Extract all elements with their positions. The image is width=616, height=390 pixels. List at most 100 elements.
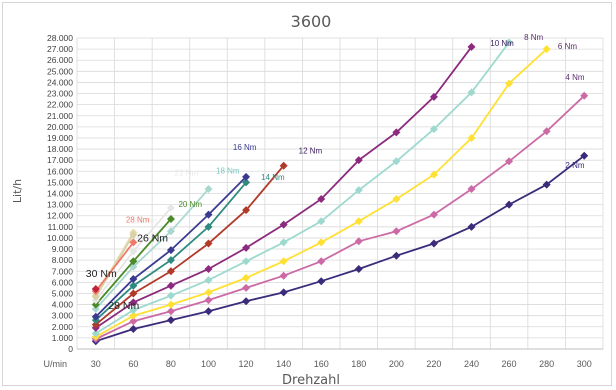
data-point xyxy=(317,195,326,204)
data-point xyxy=(467,42,476,51)
data-point xyxy=(166,246,175,255)
series-label: 28 Nm xyxy=(126,215,150,224)
data-point xyxy=(91,312,100,321)
series-12-nm xyxy=(91,161,288,329)
x-tick-label: 200 xyxy=(389,359,404,369)
x-axis-title: Drehzahl xyxy=(282,373,340,387)
y-tick-label: 7.000 xyxy=(52,266,74,276)
y-tick-label: 14.000 xyxy=(47,189,73,199)
data-point xyxy=(204,185,213,194)
series-8-nm xyxy=(91,38,514,338)
data-point xyxy=(279,220,288,229)
data-point xyxy=(166,281,175,290)
y-tick-label: 10.000 xyxy=(47,233,73,243)
y-tick-label: 19.000 xyxy=(47,133,73,143)
x-tick-label: 280 xyxy=(539,359,554,369)
series-label: 26 Nm xyxy=(137,232,168,244)
data-point xyxy=(429,210,438,219)
series-label: 24 Nm xyxy=(133,216,157,225)
series-label: 22 Nm xyxy=(175,169,199,178)
data-point xyxy=(505,157,514,166)
y-tick-label: 11.000 xyxy=(48,222,74,232)
x-tick-label: 100 xyxy=(201,359,216,369)
y-tick-label: 4.000 xyxy=(52,300,74,310)
x-tick-label: 260 xyxy=(502,359,517,369)
data-point xyxy=(91,305,100,314)
y-tick-label: 15.000 xyxy=(47,177,73,187)
data-point xyxy=(204,276,213,285)
y-tick-label: 6.000 xyxy=(52,277,74,287)
y-tick-label: 5.000 xyxy=(52,288,74,298)
data-point xyxy=(166,291,175,300)
data-point xyxy=(204,210,213,219)
x-tick-label: 30 xyxy=(91,359,101,369)
series-label: 10 Nm xyxy=(490,39,514,48)
y-tick-label: 27.000 xyxy=(47,44,73,54)
data-point xyxy=(242,178,251,187)
data-point xyxy=(279,238,288,247)
data-point xyxy=(204,239,213,248)
y-tick-label: 28.000 xyxy=(47,33,73,43)
data-point xyxy=(392,227,401,236)
series-line xyxy=(95,241,135,292)
data-point xyxy=(129,238,138,247)
y-tick-label: 0 xyxy=(68,344,73,354)
y-axis-title: Lit/h xyxy=(11,179,24,203)
series-label: 28 Nm xyxy=(108,300,139,312)
data-point xyxy=(317,257,326,266)
series-line xyxy=(95,95,585,340)
series-20-nm xyxy=(91,215,175,309)
y-tick-label: 16.000 xyxy=(47,166,73,176)
series-label: 20 Nm xyxy=(178,200,202,209)
data-point xyxy=(204,288,213,297)
data-point xyxy=(580,91,589,100)
data-point xyxy=(505,200,514,209)
data-point xyxy=(542,45,551,54)
data-point xyxy=(392,251,401,260)
data-point xyxy=(542,127,551,136)
data-point xyxy=(166,256,175,265)
y-tick-label: 12.000 xyxy=(47,211,73,221)
y-tick-label: 8.000 xyxy=(52,255,74,265)
data-point xyxy=(129,281,138,290)
data-point xyxy=(204,265,213,274)
data-point xyxy=(429,170,438,179)
series-22-nm xyxy=(91,203,175,305)
series-label: 6 Nm xyxy=(558,42,577,51)
data-point xyxy=(129,275,138,284)
data-point xyxy=(242,273,251,282)
data-point xyxy=(505,79,514,88)
series-16-nm xyxy=(91,172,251,321)
data-point xyxy=(91,292,100,301)
data-point xyxy=(354,186,363,195)
x-unit-label: U/min xyxy=(43,359,67,369)
x-tick-label: 220 xyxy=(426,359,441,369)
x-tick-label: 300 xyxy=(577,359,592,369)
data-point xyxy=(166,300,175,309)
chart-frame: 3600 Lit/h U/min Drehzahl 0 1.000 2.000 3.0… xyxy=(2,2,612,387)
data-point xyxy=(467,133,476,142)
data-point xyxy=(242,243,251,252)
data-point xyxy=(166,316,175,325)
data-point xyxy=(317,238,326,247)
data-point xyxy=(129,230,138,239)
y-tick-label: 23.000 xyxy=(47,89,73,99)
data-point xyxy=(129,311,138,320)
data-point xyxy=(91,300,100,309)
y-tick-label: 17.000 xyxy=(47,155,73,165)
y-tick-label: 1.000 xyxy=(52,333,74,343)
data-point xyxy=(242,283,251,292)
data-point xyxy=(467,222,476,231)
x-tick-label: 60 xyxy=(128,359,138,369)
y-tick-label: 13.000 xyxy=(47,200,73,210)
data-point xyxy=(354,237,363,246)
data-point xyxy=(129,289,138,298)
data-point xyxy=(392,195,401,204)
x-tick-label: 140 xyxy=(276,359,291,369)
data-point xyxy=(129,306,138,315)
series-line xyxy=(95,188,210,310)
data-point xyxy=(204,307,213,316)
data-point xyxy=(91,285,100,294)
data-point xyxy=(166,203,175,212)
series-line xyxy=(95,41,510,335)
